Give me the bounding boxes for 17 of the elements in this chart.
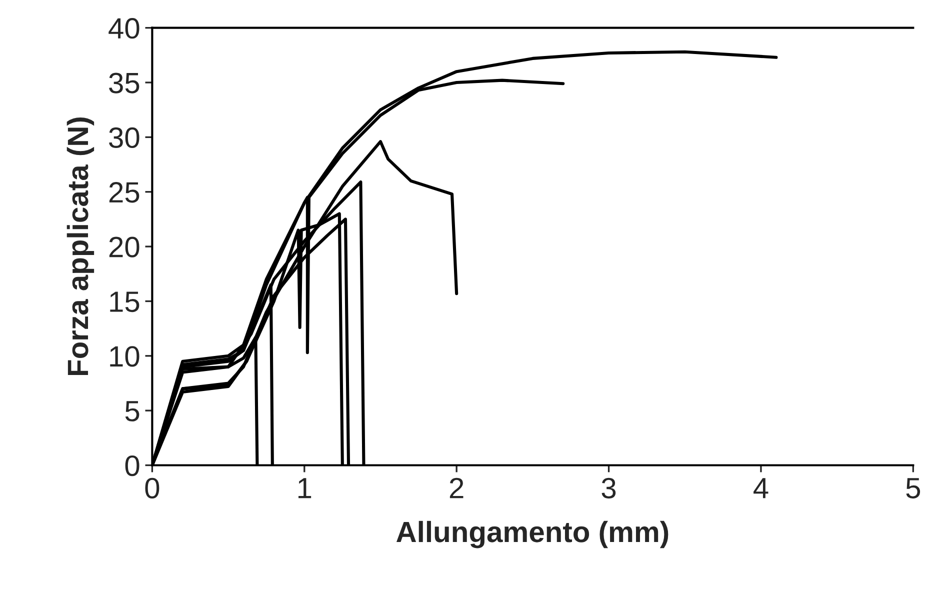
y-tick-label: 5	[125, 401, 140, 422]
y-tick-label: 40	[108, 18, 140, 39]
x-tick-label: 5	[906, 478, 920, 498]
y-tick-label: 15	[110, 292, 140, 312]
y-tick-label: 0	[125, 455, 140, 476]
y-tick-label: 20	[109, 236, 140, 258]
x-tick-label: 0	[145, 478, 160, 498]
y-tick-label: 35	[109, 72, 140, 94]
y-axis-title: Forza applicata (N)	[66, 118, 94, 376]
x-tick-label: 4	[754, 478, 768, 498]
y-tick-label: 30	[109, 127, 140, 148]
y-tick-label: 10	[110, 346, 140, 367]
x-axis-title: Allungamento (mm)	[396, 520, 668, 548]
x-tick-label: 2	[450, 478, 464, 498]
y-tick-label: 25	[109, 182, 140, 203]
x-tick-label: 3	[602, 478, 616, 498]
x-tick-label: 1	[298, 478, 312, 498]
